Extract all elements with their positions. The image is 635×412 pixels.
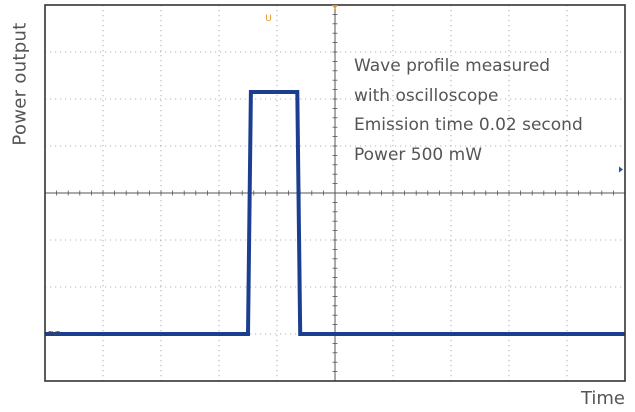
annotation-line: with oscilloscope [354,85,499,106]
markers: U [265,5,623,173]
y-axis-label: Power output [9,22,31,146]
series-line [45,89,625,336]
center-crosshair [44,4,626,382]
trigger-level-marker [619,166,623,173]
trigger-top-marker [332,5,338,9]
annotation-line: Power 500 mW [354,144,483,165]
trigger-position-marker: U [265,14,272,24]
annotation-line: Wave profile measured [354,56,551,76]
annotation-block: Wave profile measured with oscilloscope … [354,52,583,170]
traces [45,89,625,336]
annotation-line: Emission time 0.02 second [354,115,583,135]
x-axis-label: Time [580,388,625,409]
channel-label: PWR [48,330,61,338]
